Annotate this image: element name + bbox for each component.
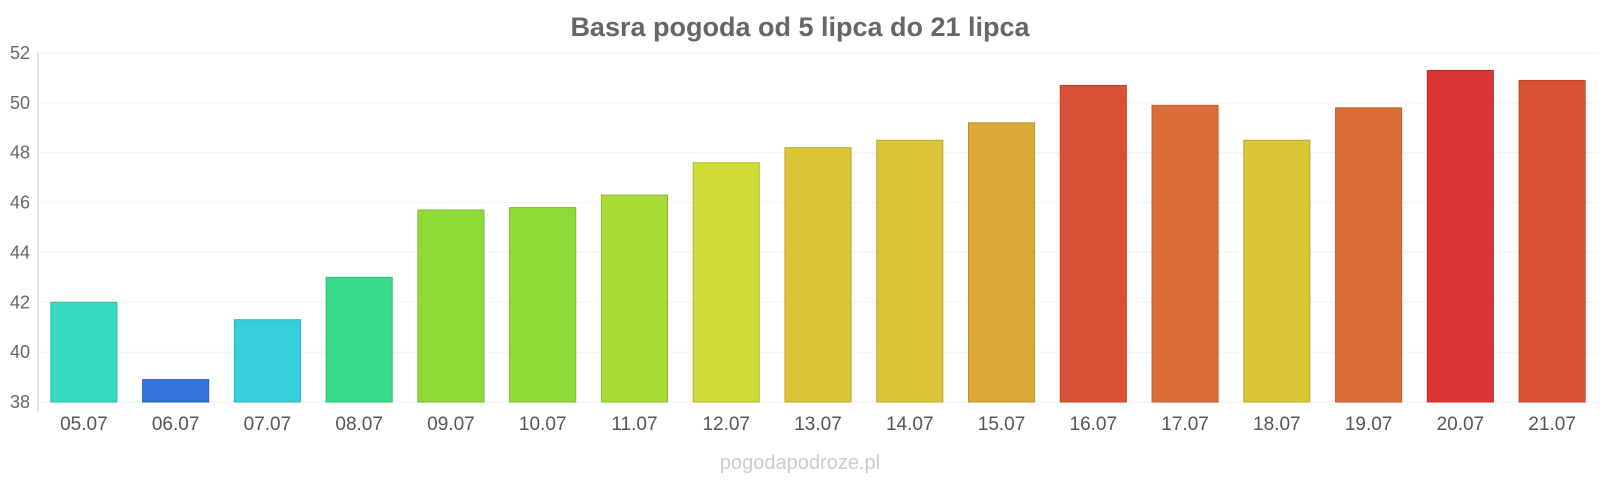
bar-08.07	[325, 276, 393, 403]
x-tick-label: 18.07	[1253, 414, 1301, 435]
x-tick-label: 12.07	[702, 414, 750, 435]
x-tick-label: 16.07	[1070, 414, 1118, 435]
bar-07.07	[233, 319, 301, 403]
bar-20.07	[1426, 69, 1494, 403]
bar-05.07	[50, 301, 118, 403]
bar-16.07	[1059, 84, 1127, 403]
bar-14.07	[876, 139, 944, 403]
bars	[50, 69, 1586, 403]
x-tick-label: 14.07	[886, 414, 934, 435]
y-axis-ticks: 38 40 42 44 46 48 50 52	[10, 43, 30, 412]
credit-text: pogodapodroze.pl	[720, 452, 880, 474]
y-tick-label: 44	[10, 242, 30, 262]
bar-13.07	[784, 147, 852, 403]
bar-09.07	[417, 209, 485, 403]
x-tick-label: 19.07	[1345, 414, 1393, 435]
y-tick-label: 38	[10, 392, 30, 412]
x-tick-label: 06.07	[152, 414, 200, 435]
x-tick-label: 10.07	[519, 414, 567, 435]
x-tick-label: 05.07	[60, 414, 108, 435]
bar-06.07	[142, 379, 210, 403]
x-tick-label: 17.07	[1161, 414, 1209, 435]
x-tick-label: 20.07	[1437, 414, 1485, 435]
x-tick-label: 11.07	[611, 414, 657, 435]
bar-10.07	[509, 207, 577, 403]
y-tick-label: 40	[10, 342, 30, 362]
y-tick-label: 46	[10, 193, 30, 213]
y-tick-label: 42	[10, 292, 30, 312]
x-tick-label: 09.07	[427, 414, 475, 435]
y-tick-label: 50	[10, 93, 30, 113]
x-axis-ticks: 05.07 06.07 07.07 08.07 09.07 10.07 11.07 12.07…	[60, 414, 1576, 435]
x-tick-label: 08.07	[335, 414, 383, 435]
x-tick-label: 07.07	[244, 414, 292, 435]
y-tick-label: 52	[10, 43, 30, 63]
bar-18.07	[1243, 139, 1311, 403]
y-tick-label: 48	[10, 143, 30, 163]
bar-21.07	[1518, 79, 1586, 403]
x-tick-label: 21.07	[1528, 414, 1576, 435]
bar-12.07	[692, 162, 760, 403]
bar-19.07	[1335, 107, 1403, 403]
chart-title: Basra pogoda od 5 lipca do 21 lipca	[570, 12, 1030, 42]
bar-17.07	[1151, 104, 1219, 403]
x-tick-label: 15.07	[978, 414, 1026, 435]
bar-15.07	[967, 122, 1036, 403]
bar-11.07	[600, 194, 669, 403]
x-tick-label: 13.07	[794, 414, 842, 435]
